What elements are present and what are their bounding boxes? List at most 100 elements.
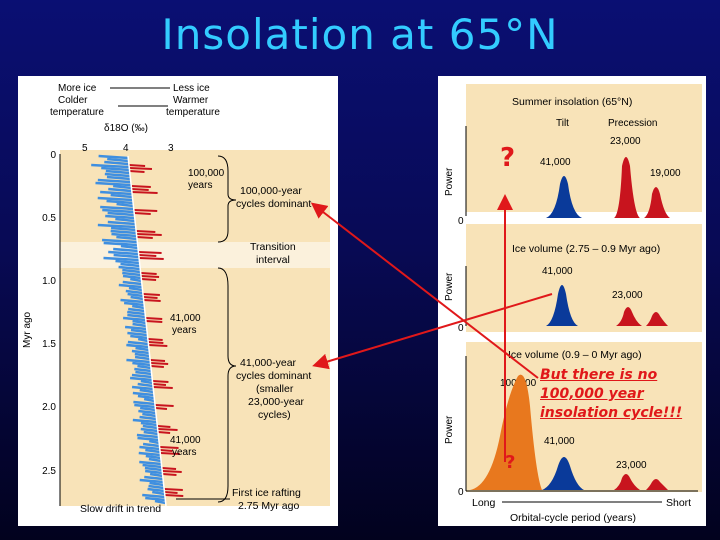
cold-spike: [115, 259, 140, 265]
power-spectra-figure: Power Power Power 0 0 0 Summer insolatio…: [438, 76, 706, 526]
question-mark-ice: ?: [505, 452, 516, 473]
cold-spike: [148, 439, 160, 445]
warm-spike: [143, 296, 158, 299]
warm-spike: [131, 185, 151, 188]
slide-title: Insolation at 65°N: [161, 10, 559, 59]
x-long-label: Long: [472, 497, 496, 509]
annot-transition-1: Transition: [250, 241, 296, 253]
cold-spike: [143, 430, 159, 436]
y-axis-label: Myr ago: [22, 311, 33, 348]
warm-spike: [145, 320, 163, 323]
band-41k: [60, 268, 330, 506]
p2-tilt-period: 41,000: [542, 266, 573, 277]
cold-spike: [107, 157, 129, 163]
precession-label: Precession: [608, 118, 657, 129]
cold-spike: [91, 163, 130, 169]
cold-spike: [122, 268, 141, 274]
cold-spike: [104, 172, 131, 178]
header-colder: Colder: [58, 95, 88, 106]
annot-41k-dominant-2: cycles dominant: [236, 370, 311, 382]
header-more-ice: More ice: [58, 83, 97, 94]
y-tick-0-5: 0.5: [42, 213, 56, 224]
cold-spike: [139, 388, 154, 394]
annot-41k-small-1b: years: [172, 325, 196, 336]
p3-title: Ice volume (0.9 – 0 Myr ago): [508, 349, 642, 361]
p1-prec-peak-1: [614, 157, 640, 218]
cold-spike: [130, 334, 148, 340]
cold-spike: [132, 391, 154, 397]
warm-spike: [134, 212, 151, 215]
cold-spike: [142, 463, 162, 469]
callout-no-100k-cycle: But there is no 100,000 year insolation …: [540, 366, 710, 423]
warm-spike: [157, 428, 178, 431]
cold-spike: [100, 205, 134, 211]
cold-spike: [137, 382, 154, 388]
annot-41k-dominant-1: 41,000-year: [240, 357, 297, 369]
cold-spike: [120, 262, 140, 268]
cold-spike: [139, 406, 156, 412]
cold-spike: [145, 454, 161, 460]
warm-spike: [145, 317, 163, 320]
cold-spike: [122, 280, 142, 286]
warm-spike: [131, 188, 149, 191]
cold-spike: [154, 499, 166, 505]
cold-spike: [124, 325, 147, 331]
header-less-ice: Less ice: [173, 83, 210, 94]
cold-spike: [134, 355, 151, 361]
cold-spike: [134, 403, 156, 409]
cold-spike: [118, 283, 143, 289]
annot-first-ice-1: First ice rafting: [232, 487, 301, 499]
warm-spike: [152, 383, 167, 386]
annot-100k-small-1: 100,000: [188, 168, 225, 179]
cold-spike: [142, 442, 160, 448]
cold-spike: [132, 418, 157, 424]
callout-line-3: insolation cycle!!!: [540, 405, 683, 421]
cold-spike: [127, 340, 149, 346]
cold-spike: [130, 328, 148, 334]
cold-spike: [116, 235, 137, 241]
cold-spike: [147, 487, 165, 493]
cold-spike: [132, 319, 147, 325]
warm-spike: [155, 407, 168, 410]
cold-spike: [140, 421, 158, 427]
cold-spike: [127, 292, 144, 298]
warm-spike: [164, 494, 184, 497]
cold-spike: [133, 400, 155, 406]
cold-spike: [103, 256, 140, 262]
isotope-tick-4: 4: [123, 143, 129, 154]
cold-spike: [149, 472, 163, 478]
warm-spike: [155, 404, 174, 407]
cold-spike: [128, 286, 143, 292]
p2-zero: 0: [458, 323, 464, 334]
p3-zero: 0: [458, 487, 464, 498]
cold-spike: [131, 385, 154, 391]
cold-spike: [139, 445, 160, 451]
p3-power-label: Power: [444, 415, 455, 444]
warm-spike: [136, 230, 156, 233]
cold-spike: [135, 370, 152, 376]
header-warmer-temp: temperature: [166, 107, 220, 118]
isotope-record-curve: [91, 154, 184, 505]
warm-spike: [162, 473, 177, 476]
warm-spike: [160, 449, 173, 452]
cold-spike: [137, 337, 149, 343]
cold-spike: [110, 229, 137, 235]
warm-spike: [141, 278, 157, 281]
annot-41k-small-2a: 41,000: [170, 435, 201, 446]
annot-41k-dominant-5: cycles): [258, 409, 291, 421]
warm-spike: [138, 254, 157, 257]
cold-spike: [134, 367, 152, 373]
warm-spike: [133, 209, 158, 212]
band-transition: [60, 242, 330, 268]
header-warmer: Warmer: [173, 95, 209, 106]
isotope-record-figure: More ice Colder temperature Less ice War…: [18, 76, 338, 526]
p2-prec-peak-2: [646, 312, 668, 326]
warm-spike: [139, 257, 164, 260]
y-tick-2-5: 2.5: [42, 466, 56, 477]
callout-line-1: But there is no: [540, 367, 658, 383]
cold-spike: [108, 250, 139, 256]
cold-spike: [132, 361, 151, 367]
cold-spike: [142, 493, 166, 499]
warm-spike: [150, 365, 164, 368]
warm-spike: [153, 386, 173, 389]
